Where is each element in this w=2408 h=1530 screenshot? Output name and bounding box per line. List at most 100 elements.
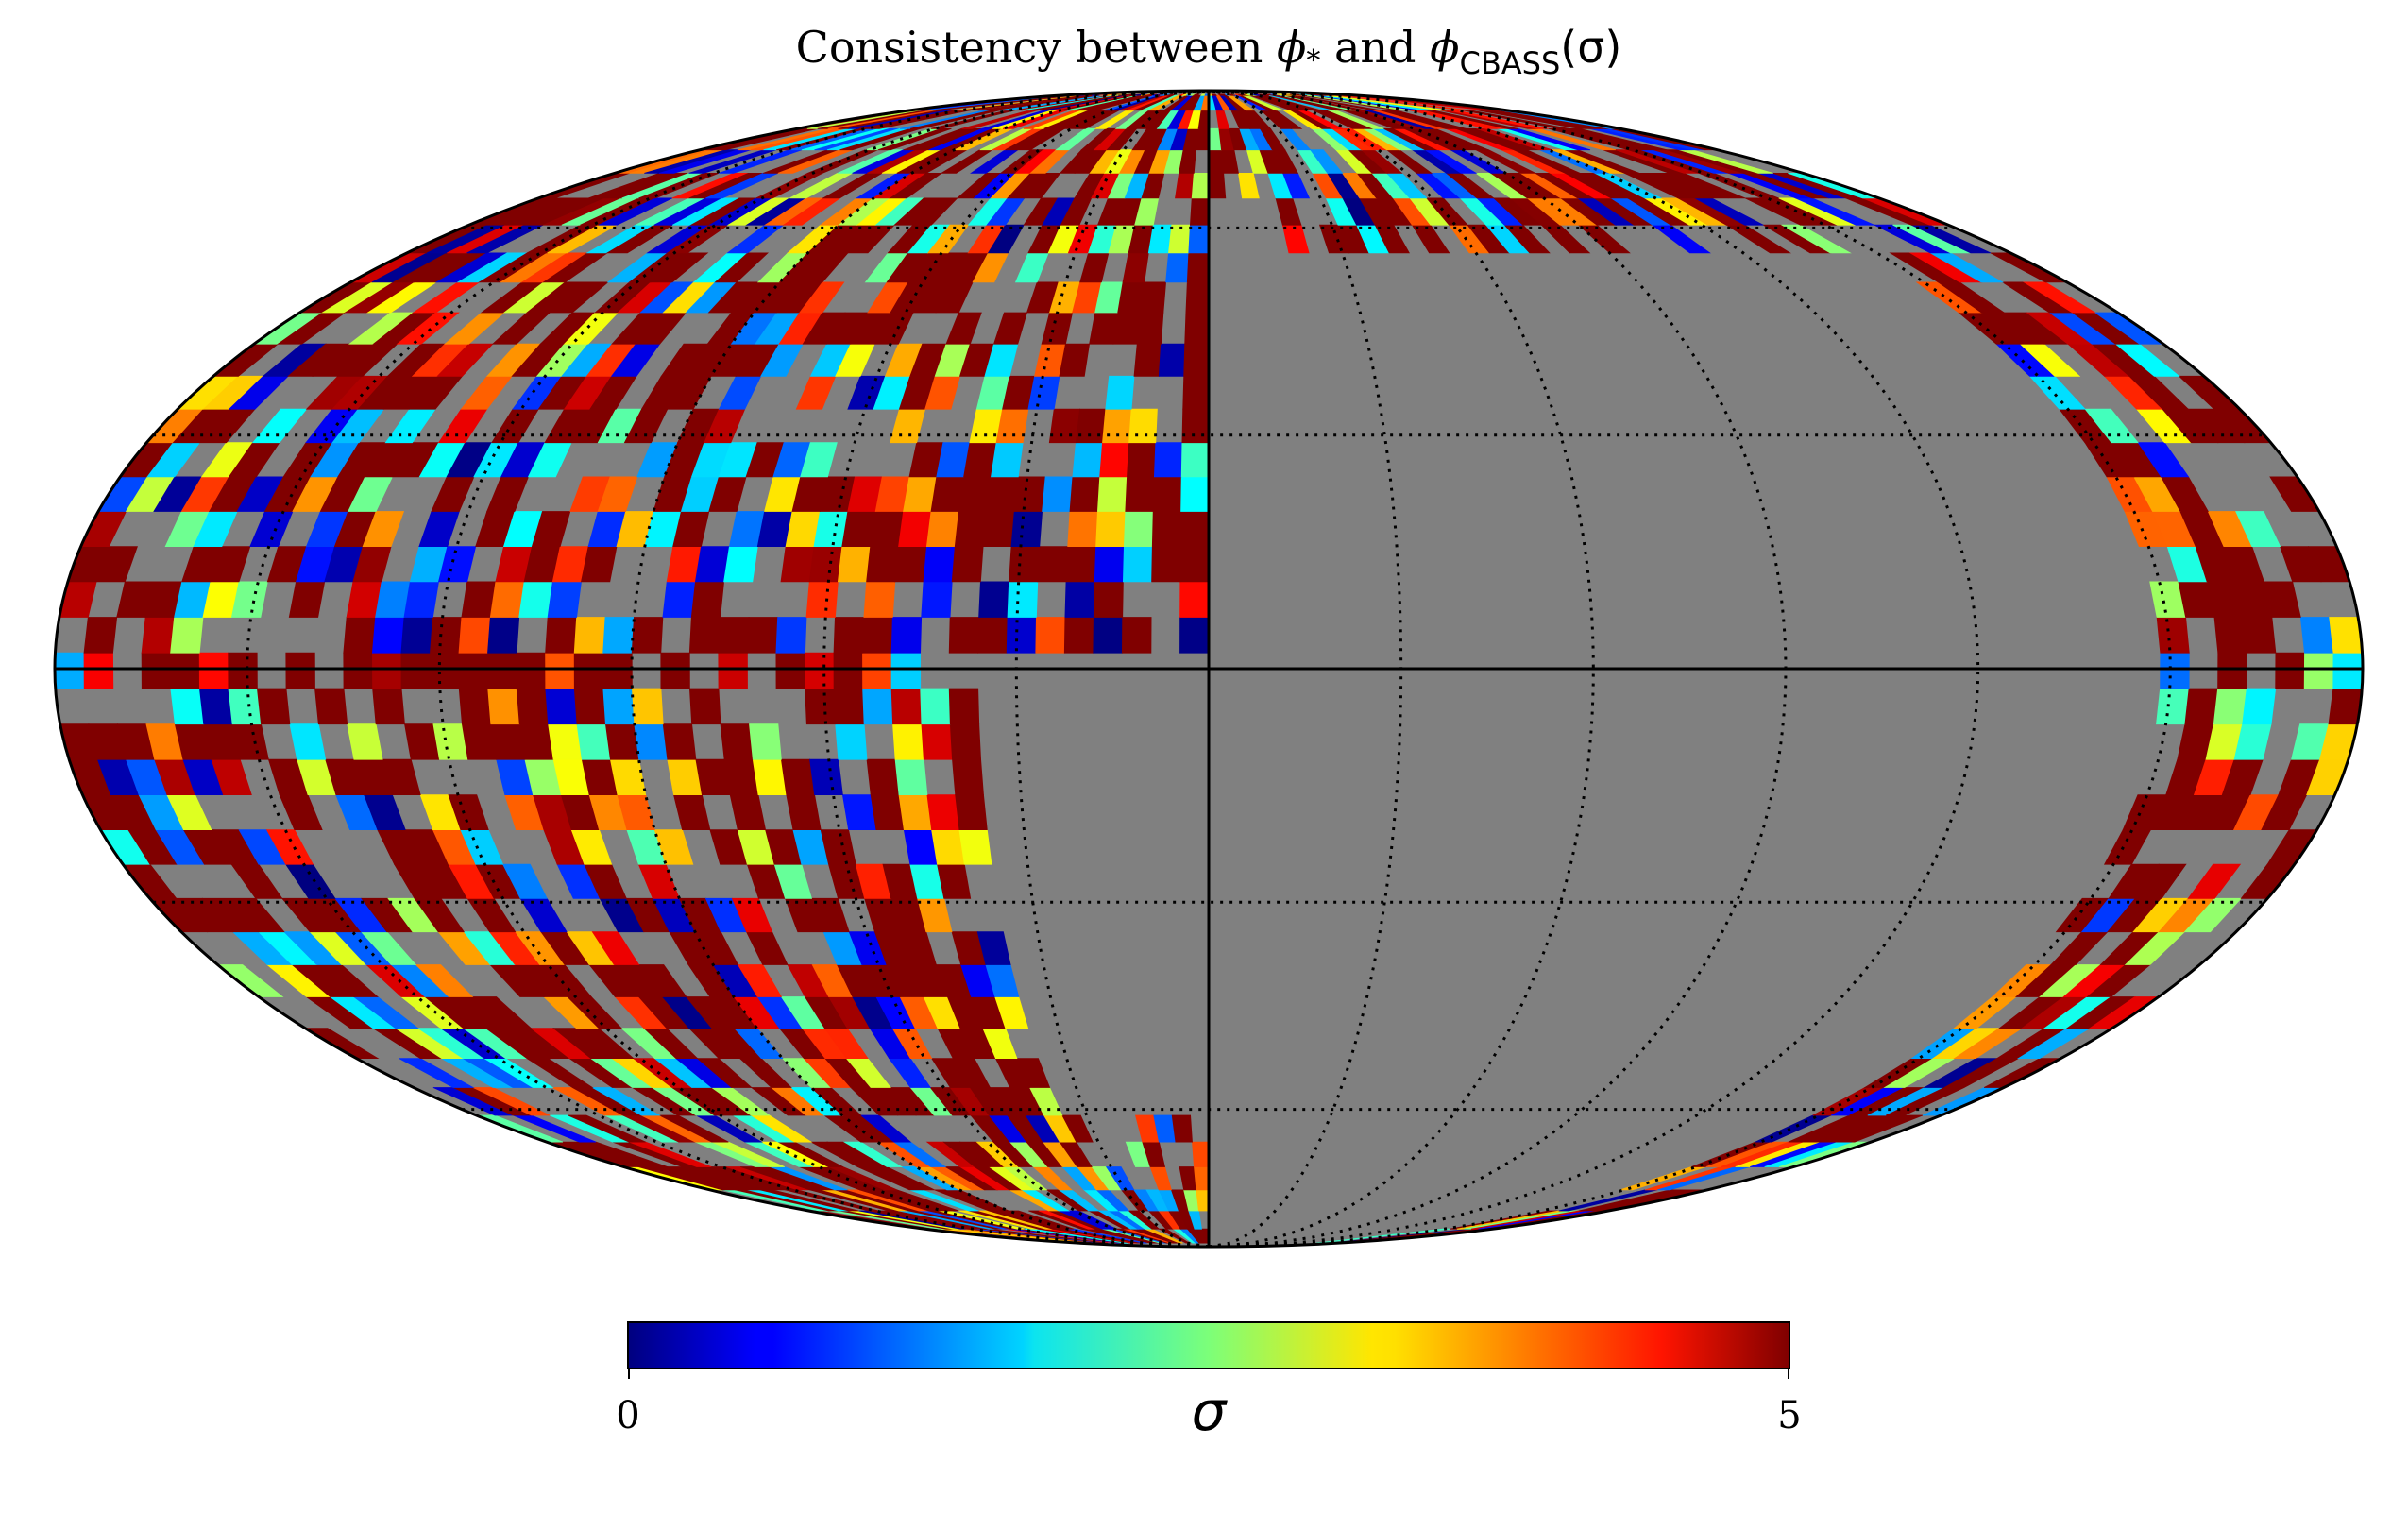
map-pixel [923,546,956,583]
map-pixel [314,688,348,725]
map-pixel [1123,511,1154,547]
colorbar-label: σ [1192,1379,1229,1443]
map-pixel [548,723,583,760]
meridian-line [822,91,1210,1247]
map-pixel [461,723,498,760]
map-pixel [723,758,759,795]
map-pixel [1194,1166,1210,1191]
map-pixel [487,688,520,725]
map-pixel [1064,581,1095,618]
map-pixel [487,652,517,689]
map-pixel [746,617,779,654]
map-pixel [862,688,893,725]
map-pixel [1072,442,1103,478]
map-pixel [1309,149,1344,174]
map-pixel [718,617,750,654]
map-pixel [1122,546,1153,583]
map-pixel [1196,1189,1210,1212]
map-pixel [141,617,176,654]
map-pixel [573,688,606,725]
map-pixel [228,688,262,725]
map-pixel [1099,442,1130,478]
map-pixel [1136,312,1164,345]
map-pixel [991,442,1024,478]
map-pixel [602,688,636,725]
map-pixel [1180,442,1210,478]
map-pixel [170,652,200,689]
map-pixel [83,652,114,689]
map-pixel [954,511,988,547]
map-pixel [2134,863,2187,899]
map-pixel [576,723,611,760]
map-pixel [926,794,960,830]
map-pixel [1151,546,1181,583]
map-pixel [805,581,839,618]
map-pixel [1093,581,1124,618]
map-pixel [1121,617,1152,654]
map-pixel [141,652,172,689]
map-pixel [1063,617,1094,654]
map-pixel [55,652,85,689]
map-pixel [545,617,578,654]
map-pixel [863,581,896,618]
map-pixel [890,617,923,654]
map-pixel [2156,617,2190,654]
map-pixel [1196,128,1210,151]
map-pixel [458,652,489,689]
map-pixel [343,652,374,689]
map-pixel [198,652,229,689]
map-pixel [95,546,138,583]
map-pixel [1013,476,1046,512]
map-pixel [1009,546,1041,583]
map-pixel [2242,617,2277,654]
map-pixel [800,442,838,478]
map-pixel [723,546,758,583]
map-pixel [920,688,951,725]
meridian-line [1208,91,1595,1247]
map-pixel [986,476,1019,512]
map-pixel [894,758,928,795]
map-pixel [371,617,405,654]
map-pixel [1007,581,1039,618]
map-pixel [1037,546,1069,583]
map-pixel [1152,476,1182,512]
map-pixel [892,723,924,760]
map-pixel [662,723,697,760]
map-pixel [749,723,782,760]
map-pixel [870,794,905,830]
map-pixel [976,931,1011,965]
map-pixel [415,964,474,997]
map-pixel [835,723,868,760]
map-pixel [1042,476,1074,512]
map-pixel [634,723,669,760]
map-pixel [637,964,687,997]
map-pixel [948,617,980,654]
map-pixel [951,546,984,583]
map-pixel [1067,511,1098,547]
map-pixel [930,476,965,512]
map-pixel [430,617,463,654]
map-pixel [2303,652,2334,689]
map-pixel [1179,546,1210,583]
map-pixel [2084,408,2139,444]
map-pixel [573,652,604,689]
map-pixel [1180,476,1210,512]
map-pixel [516,688,550,725]
map-pixel [2332,652,2363,689]
map-pixel [1179,581,1210,618]
map-pixel [362,511,405,547]
map-pixel [285,652,315,689]
map-pixel [458,617,491,654]
map-pixel [862,652,892,689]
map-pixel [925,511,959,547]
chart-title: Consistency between ϕ* and ϕCBASS(σ) [796,22,1622,81]
map-pixel [833,617,865,654]
map-pixel [1179,617,1210,654]
map-pixel [1181,408,1210,444]
map-pixel [343,617,377,654]
map-pixel [1065,546,1097,583]
map-pixel [256,688,291,725]
map-pixel [752,758,788,795]
map-pixel [2184,688,2219,725]
map-pixel [833,688,865,725]
